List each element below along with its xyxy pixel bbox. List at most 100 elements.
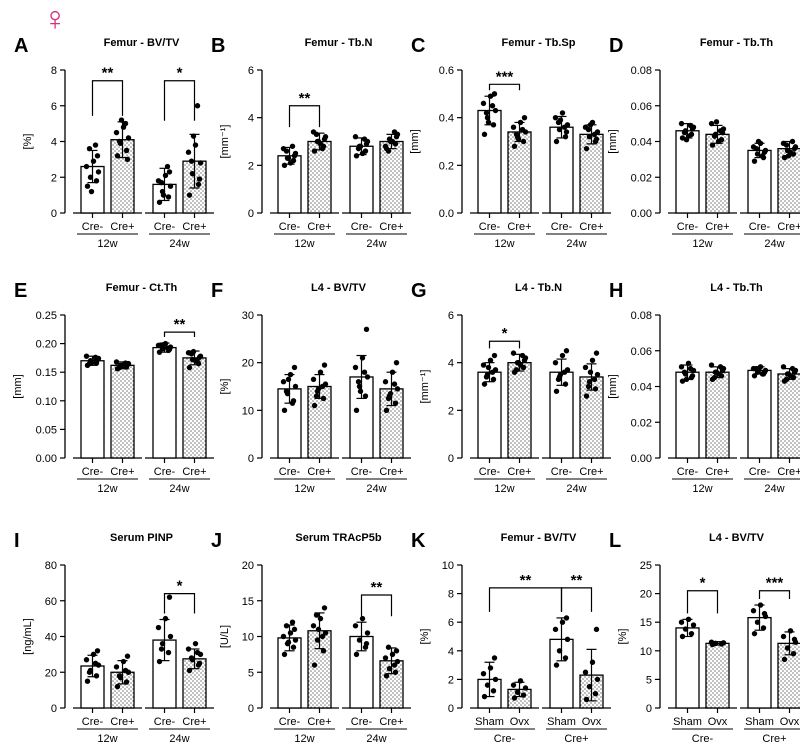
panel-h-category-label: Cre- [749,466,771,478]
panel-l-data-point [688,630,695,637]
panel-g-data-point [510,350,517,356]
panel-d-data-point [759,153,766,159]
panel-f-data-point [291,364,298,371]
panel-f-data-point [364,374,371,380]
panel-d-ytick-label: 0.04 [631,137,652,149]
panel-a-data-point [125,135,132,141]
panel-c-data-point [559,110,566,116]
panel-d-data-point [678,120,685,127]
panel-i-data-point [90,651,97,658]
panel-i-data-point [113,664,120,670]
panel-g-data-point [491,352,498,359]
panel-e-category-label: Cre+ [182,466,206,478]
panel-g-bar [507,362,532,459]
panel-l-data-point [784,645,791,651]
panel-j-data-point [352,623,359,629]
panel-a-data-point [114,153,121,159]
panel-d-ytick-label: 0.00 [631,208,652,220]
panel-g-data-point [587,369,594,375]
panel-e-ytick-label: 0.10 [36,396,57,408]
panel-l-ytick-label: 15 [640,617,652,629]
panel-e-data-point [190,348,197,355]
panel-d-data-point [687,122,694,129]
panel-b-data-point [285,155,292,161]
panel-g-data-point [519,352,526,359]
panel-l-data-point [690,622,697,628]
panel-g-category-label: Cre+ [579,466,603,478]
panel-c-bar [549,126,574,214]
panel-l-data-point [754,619,761,625]
panel-a-data-point [94,153,101,159]
panel-g-data-point [513,367,520,373]
panel-h-ytick-label: 0.00 [631,453,652,465]
panel-a-data-point [156,199,163,205]
panel-h-category-label: Cre+ [777,466,800,478]
panel-a-significance-bracket [91,80,124,116]
panel-j-data-point [314,637,321,643]
panel-a-ytick-label: 8 [51,65,57,77]
panel-i: I Serum PINP 0 20 40 60 80 [ng/mL] Cre- Cre+ 12w Cr… [14,530,214,742]
panel-f-data-point [320,395,327,402]
panel-f-data-point [387,390,394,397]
panel-k-data-point [522,685,529,691]
panel-e-data-point [196,354,203,361]
panel-j-data-point [287,630,294,636]
panel-l-significance-label: *** [766,575,784,592]
panel-d-category-label: Cre+ [705,221,729,233]
panel-i-data-point [84,678,91,684]
panel-g-bar [477,371,502,459]
panel-e-bar [152,346,177,459]
panel-a-data-point [188,158,195,164]
panel-a-category-label: Cre- [154,221,176,233]
panel-j-data-point [356,637,363,643]
panel-f-data-point [392,400,399,406]
panel-e-group-label: 12w [97,483,117,495]
panel-i-letter: I [14,530,20,552]
panel-e-data-point [160,342,167,348]
panel-b-data-point [359,150,366,157]
panel-d-category-label: Cre- [749,221,771,233]
panel-f-data-point [281,407,288,414]
panel-c-data-point [520,138,527,145]
panel-c-data-point [480,100,487,107]
panel-g-data-point [589,357,596,363]
panel-j-ytick-label: 15 [242,596,254,608]
panel-k-data-point [510,682,517,688]
panel-d-data-point [789,138,796,145]
panel-c-data-point [585,126,592,133]
panel-a-category-label: Cre+ [182,221,206,233]
panel-k-category-label: Sham [475,716,504,728]
panel-g-data-point [594,371,601,378]
panel-e-data-point [88,358,95,365]
panel-j-data-point [310,623,317,629]
panel-k-ytick-label: 2 [448,674,454,686]
panel-a-data-point [95,169,102,175]
panel-f-data-point [285,376,292,383]
panel-e-data-point [118,363,125,369]
panel-d-data-point [715,138,722,145]
panel-g-ytick-label: 4 [448,358,454,370]
panel-l: L L4 - BV/TV 0 5 10 15 20 25 [%] Sham Ovx Cre- Sham O… [609,530,800,742]
panel-k-data-point [564,636,571,643]
panel-c-data-point [521,114,528,121]
panel-c-data-point [517,119,524,126]
panel-b-letter: B [211,35,225,57]
panel-d-title: Femur - Tb.Th [700,37,774,49]
panel-g-data-point [487,357,494,363]
panel-i-ytick-label: 0 [51,703,57,715]
panel-g-data-point [561,369,568,375]
panel-l-data-point [750,608,757,614]
panel-h-group-label: 12w [692,483,712,495]
panel-l-data-point [708,639,715,645]
panel-g-data-point [585,383,592,390]
panel-e-bar [182,357,207,459]
panel-j-data-point [394,658,401,665]
panel-i-data-point [188,655,195,661]
panel-b-category-label: Cre+ [379,221,403,233]
panel-c-data-point [562,134,569,140]
panel-f-data-point [355,379,362,385]
panel-d: D Femur - Tb.Th 0.00 0.02 0.04 0.06 0.08 [mm] Cr… [607,35,800,250]
panel-i-category-label: Cre+ [182,716,206,728]
panel-e-significance-label: ** [174,316,186,333]
panel-d-data-point [708,120,715,127]
